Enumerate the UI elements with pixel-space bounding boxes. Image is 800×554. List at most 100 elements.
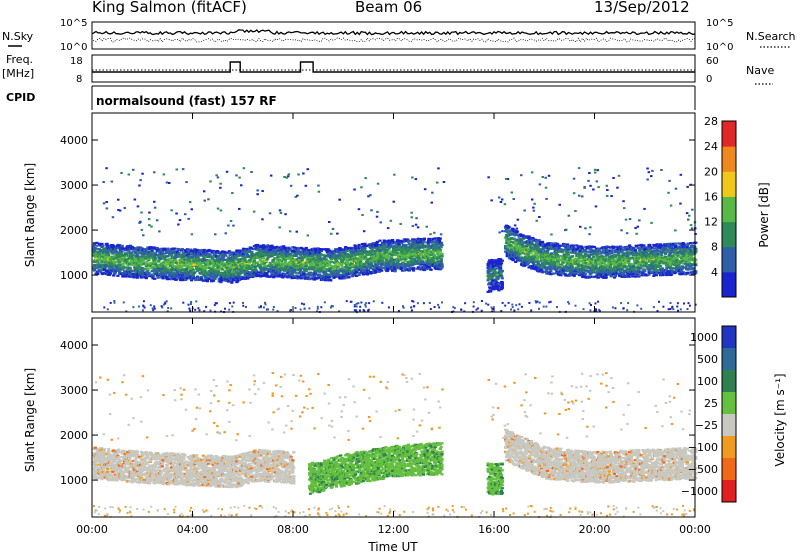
scatter-cell: [280, 265, 284, 268]
scatter-cell: [154, 261, 158, 264]
scatter-cell: [153, 272, 157, 275]
scatter-cell: [237, 252, 241, 255]
scatter-cell: [373, 243, 377, 246]
scatter-cell: [220, 266, 224, 269]
scatter-cell: [344, 252, 348, 255]
scatter-cell: [146, 246, 150, 249]
scatter-cell: [323, 255, 327, 258]
scatter-cell: [142, 267, 146, 270]
scatter-cell: [200, 268, 205, 271]
scatter-cell: [350, 266, 354, 269]
scatter-cell: [294, 262, 298, 265]
scatter-cell: [264, 264, 268, 267]
scatter-cell: [385, 259, 389, 263]
scatter-cell: [109, 248, 113, 251]
scatter-cell: [169, 250, 173, 253]
scatter-cell: [192, 277, 196, 280]
scatter-cell: [200, 259, 205, 263]
scatter-cell: [383, 243, 387, 246]
scatter-cell: [239, 267, 243, 270]
scatter-cell: [289, 257, 293, 260]
scatter-cell: [300, 255, 304, 258]
scatter-cell: [342, 269, 346, 272]
scatter-cell: [369, 260, 373, 263]
scatter-cell: [328, 261, 332, 265]
scatter-cell: [362, 266, 366, 269]
scatter-cell: [141, 249, 145, 252]
scatter-cell: [338, 256, 342, 259]
scatter-cell: [327, 279, 331, 282]
scatter-cell: [375, 256, 380, 259]
scatter-cell: [211, 262, 215, 265]
scatter-cell: [152, 258, 156, 261]
freq-tick-top: 18: [70, 56, 83, 67]
scatter-cell: [126, 264, 130, 267]
scatter-cell: [439, 258, 443, 261]
scatter-cell: [221, 256, 225, 259]
scatter-cell: [329, 268, 333, 271]
scatter-cell: [301, 253, 305, 256]
scatter-cell: [141, 268, 145, 272]
scatter-cell: [92, 249, 96, 252]
scatter-cell: [376, 252, 380, 255]
scatter-cell: [302, 267, 306, 270]
scatter-cell: [176, 264, 180, 268]
scatter-cell: [131, 272, 135, 276]
scatter-cell: [317, 264, 321, 267]
scatter-cell: [154, 263, 158, 266]
scatter-cell: [190, 265, 194, 269]
scatter-cell: [113, 264, 117, 267]
scatter-cell: [361, 246, 365, 249]
scatter-cell: [340, 265, 344, 268]
scatter-cell: [179, 249, 184, 252]
scatter-cell: [157, 248, 161, 251]
scatter-cell: [234, 251, 238, 255]
scatter-cell: [349, 263, 353, 266]
scatter-cell: [303, 255, 308, 259]
scatter-cell: [96, 248, 100, 251]
scatter-cell: [189, 269, 193, 272]
scatter-cell: [241, 276, 246, 280]
scatter-cell: [164, 250, 169, 253]
scatter-cell: [139, 251, 143, 254]
scatter-cell: [251, 254, 255, 257]
scatter-cell: [347, 273, 351, 276]
scatter-cell: [349, 272, 353, 275]
scatter-cell: [334, 264, 338, 267]
scatter-cell: [161, 274, 165, 278]
scatter-cell: [355, 274, 359, 277]
scatter-cell: [185, 274, 189, 277]
scatter-cell: [266, 246, 270, 249]
scatter-cell: [325, 276, 329, 279]
scatter-cell: [507, 225, 511, 228]
scatter-cell: [106, 261, 110, 264]
scatter-cell: [248, 250, 252, 253]
scatter-cell: [289, 260, 293, 263]
scatter-cell: [300, 259, 304, 263]
scatter-cell: [142, 254, 146, 257]
scatter-cell: [259, 275, 263, 278]
scatter-cell: [134, 248, 138, 251]
scatter-cell: [400, 240, 404, 243]
scatter-cell: [127, 268, 131, 271]
scatter-cell: [201, 279, 205, 282]
scatter-cell: [259, 248, 263, 251]
scatter-cell: [210, 251, 215, 254]
scatter-cell: [242, 269, 246, 272]
scatter-cell: [170, 252, 174, 255]
scatter-cell: [94, 256, 98, 259]
scatter-cell: [133, 269, 138, 272]
scatter-cell: [228, 257, 232, 260]
scatter-cell: [241, 255, 246, 258]
scatter-cell: [230, 279, 234, 282]
scatter-cell: [264, 245, 268, 248]
scatter-cell: [380, 252, 384, 255]
scatter-cell: [159, 254, 163, 257]
scatter-cell: [252, 248, 256, 251]
scatter-cell: [206, 260, 210, 263]
scatter-cell: [196, 276, 200, 279]
scatter-cell: [136, 246, 140, 249]
scatter-cell: [348, 268, 352, 271]
scatter-cell: [364, 271, 368, 274]
scatter-cell: [173, 247, 177, 250]
